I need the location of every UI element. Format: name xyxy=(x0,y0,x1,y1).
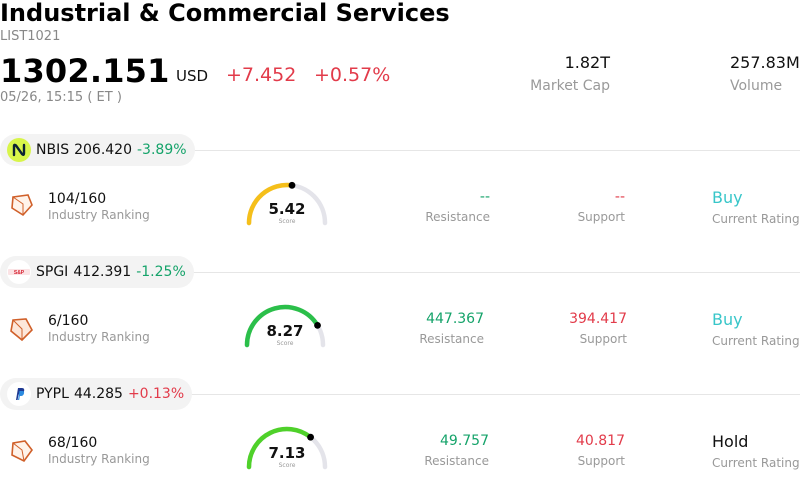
resistance-value: 447.367 xyxy=(426,311,484,327)
industry-ranking-value: 6/160 xyxy=(48,313,89,329)
stock-change: -1.25% xyxy=(136,264,186,280)
volume-label: Volume xyxy=(730,78,783,94)
volume-value: 257.83M xyxy=(730,53,800,72)
section-divider xyxy=(190,272,800,273)
resistance-value: 49.757 xyxy=(440,433,489,449)
support-value: -- xyxy=(614,189,625,205)
score-value: 5.42 xyxy=(268,200,306,218)
stock-symbol: PYPL xyxy=(36,386,69,402)
svg-text:S&P: S&P xyxy=(14,270,25,276)
resistance-label: Resistance xyxy=(425,210,490,224)
resistance-label: Resistance xyxy=(424,454,489,468)
current-rating-label: Current Rating xyxy=(712,456,800,470)
nebius-logo-icon xyxy=(7,138,31,162)
section-divider xyxy=(190,394,800,395)
support-value: 394.417 xyxy=(569,311,627,327)
industry-ranking-label: Industry Ranking xyxy=(48,330,150,344)
stock-chip-nbis[interactable]: NBIS 206.420 -3.89% xyxy=(0,134,195,166)
support-label: Support xyxy=(579,332,627,346)
support-label: Support xyxy=(577,454,625,468)
score-gauge-needle xyxy=(314,321,321,329)
score-gauge xyxy=(246,181,328,226)
paypal-logo-icon xyxy=(7,382,31,406)
current-rating-value: Buy xyxy=(712,310,743,329)
stock-chip-spgi[interactable]: S&P SPGI 412.391 -1.25% xyxy=(0,256,194,288)
industry-ranking-label: Industry Ranking xyxy=(48,452,150,466)
score-label: Score xyxy=(278,462,296,469)
stock-change: -3.89% xyxy=(137,142,187,158)
current-rating-label: Current Rating xyxy=(712,212,800,226)
currency-label: USD xyxy=(176,67,209,85)
score-gauge-fill xyxy=(244,304,320,348)
stock-change: +0.13% xyxy=(127,386,185,402)
industry-ranking-label: Industry Ranking xyxy=(48,208,150,222)
stock-symbol: SPGI xyxy=(36,264,69,280)
score-gauge-needle xyxy=(307,433,314,441)
price-change-percent: +0.57% xyxy=(314,64,391,86)
score-gauge-fill xyxy=(246,182,295,226)
ranking-polygon-icon xyxy=(10,318,33,342)
score-value: 8.27 xyxy=(266,322,304,340)
ranking-polygon-icon xyxy=(11,194,33,217)
score-gauge xyxy=(244,304,326,348)
quote-time: 05/26, 15:15 ( ET ) xyxy=(0,90,122,105)
score-gauge-fill xyxy=(246,426,313,470)
support-value: 40.817 xyxy=(576,433,625,449)
industry-ranking-value: 68/160 xyxy=(48,435,98,451)
market-cap-label: Market Cap xyxy=(530,78,610,94)
score-label: Score xyxy=(278,218,296,225)
current-rating-value: Buy xyxy=(712,188,743,207)
section-divider xyxy=(190,150,800,151)
score-gauge-needle xyxy=(288,181,296,189)
market-cap-value: 1.82T xyxy=(564,53,610,72)
stock-price: 44.285 xyxy=(73,386,123,402)
score-gauge xyxy=(246,426,328,470)
page-title: Industrial & Commercial Services xyxy=(0,0,450,27)
price-change: +7.452 xyxy=(226,64,297,86)
ranking-polygon-icon xyxy=(11,440,34,463)
industry-ranking-value: 104/160 xyxy=(48,191,107,207)
stock-symbol: NBIS xyxy=(36,142,70,158)
list-code: LIST1021 xyxy=(0,29,61,44)
resistance-label: Resistance xyxy=(419,332,484,346)
current-rating-value: Hold xyxy=(712,432,749,451)
stock-price: 412.391 xyxy=(73,264,132,280)
index-price: 1302.151 xyxy=(0,52,170,90)
resistance-value: -- xyxy=(479,189,490,205)
score-label: Score xyxy=(276,340,294,347)
support-label: Support xyxy=(577,210,625,224)
stock-chip-pypl[interactable]: PYPL 44.285 +0.13% xyxy=(0,378,193,410)
stock-price: 206.420 xyxy=(74,142,132,158)
score-value: 7.13 xyxy=(268,444,306,462)
current-rating-label: Current Rating xyxy=(712,334,800,348)
sp-global-logo-icon: S&P xyxy=(7,260,31,284)
